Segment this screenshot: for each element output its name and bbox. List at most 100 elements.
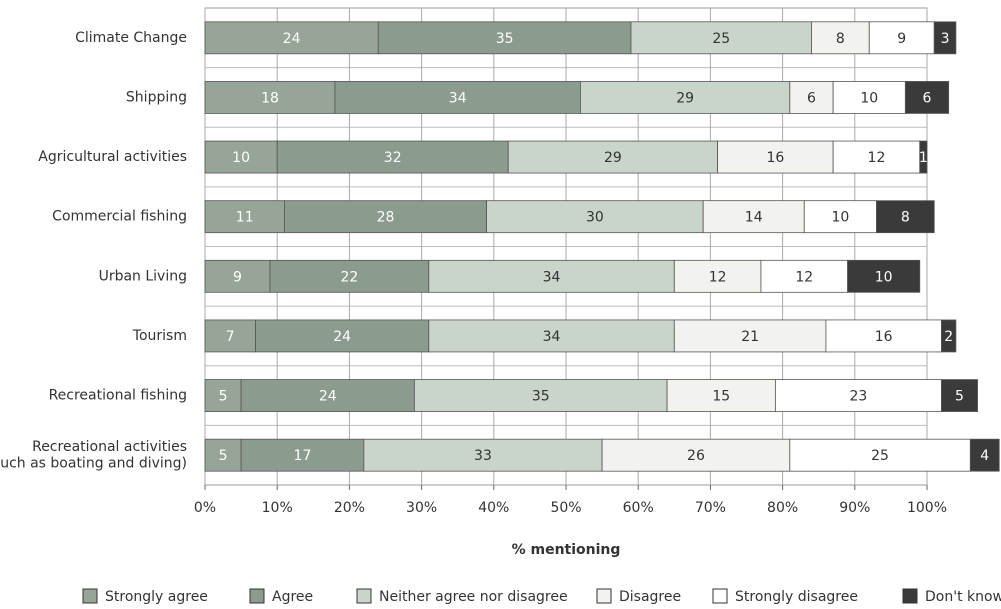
data-label: 16 bbox=[875, 329, 893, 345]
data-label: 34 bbox=[449, 90, 467, 106]
data-label: 29 bbox=[676, 90, 694, 106]
legend-swatch bbox=[712, 588, 728, 604]
bar-segment bbox=[630, 21, 812, 55]
data-label: 12 bbox=[795, 269, 813, 285]
x-tick-label: 50% bbox=[550, 500, 581, 516]
data-label: 7 bbox=[226, 329, 235, 345]
legend-label: Disagree bbox=[619, 589, 681, 605]
bar-segment bbox=[832, 81, 906, 114]
bar-segment bbox=[969, 438, 1000, 472]
bar-segment bbox=[580, 81, 791, 114]
data-label: 17 bbox=[294, 448, 312, 464]
legend-label: Strongly agree bbox=[105, 589, 208, 605]
x-tick-label: 90% bbox=[839, 500, 870, 516]
data-label: 6 bbox=[807, 90, 816, 106]
legend-label: Neither agree nor disagree bbox=[379, 589, 568, 605]
legend-swatch bbox=[249, 588, 265, 604]
legend-label: Don't know bbox=[925, 589, 1001, 605]
x-tick-label: 100% bbox=[907, 500, 947, 516]
data-label: 15 bbox=[712, 389, 730, 405]
bar-segment bbox=[507, 140, 719, 174]
x-tick-label: 0% bbox=[194, 500, 216, 516]
data-label: 24 bbox=[319, 389, 337, 405]
data-label: 22 bbox=[340, 269, 358, 285]
data-label: 21 bbox=[741, 329, 759, 345]
bar-segment bbox=[363, 438, 603, 472]
data-label: 11 bbox=[236, 210, 254, 226]
bar-segment bbox=[847, 259, 921, 293]
category-label: Commercial fishing bbox=[52, 209, 187, 225]
data-label: 8 bbox=[836, 31, 845, 47]
bar-segment bbox=[204, 438, 242, 472]
bar-segment bbox=[334, 81, 581, 114]
x-tick-label: 60% bbox=[623, 500, 654, 516]
bar-segment bbox=[941, 319, 957, 353]
bar-segment bbox=[789, 81, 834, 114]
data-label: 26 bbox=[687, 448, 705, 464]
data-label: 33 bbox=[474, 448, 492, 464]
bar-segment bbox=[204, 21, 379, 55]
bar-segment bbox=[825, 319, 942, 353]
data-label: 5 bbox=[219, 448, 228, 464]
bar-segment bbox=[673, 319, 827, 353]
data-label: 10 bbox=[831, 210, 849, 226]
bar-segment bbox=[941, 379, 978, 412]
legend-label: Strongly disagree bbox=[735, 589, 858, 605]
data-label: 18 bbox=[261, 90, 279, 106]
category-label: Climate Change bbox=[75, 30, 187, 46]
x-tick-label: 10% bbox=[262, 500, 293, 516]
bar-segment bbox=[204, 81, 336, 114]
bar-segment bbox=[789, 438, 971, 472]
data-label: 32 bbox=[384, 150, 402, 166]
x-tick-label: 40% bbox=[478, 500, 509, 516]
bar-segment bbox=[377, 21, 632, 55]
legend-swatch bbox=[596, 588, 612, 604]
x-axis-title: % mentioning bbox=[512, 542, 621, 558]
bar-segment bbox=[284, 200, 487, 234]
data-label: 5 bbox=[219, 389, 228, 405]
data-label: 8 bbox=[901, 210, 910, 226]
data-label: 29 bbox=[604, 150, 622, 166]
bar-segment bbox=[204, 140, 278, 174]
bar-segment bbox=[832, 140, 921, 174]
bar-segment bbox=[673, 259, 762, 293]
data-label: 24 bbox=[283, 31, 301, 47]
bar-segment bbox=[428, 319, 675, 353]
data-label: 25 bbox=[871, 448, 889, 464]
category-label: Recreational activities (such as boating … bbox=[0, 439, 187, 472]
data-label: 30 bbox=[586, 210, 604, 226]
legend-swatch bbox=[902, 588, 918, 604]
category-label: Recreational fishing bbox=[49, 388, 187, 404]
bar-segment bbox=[255, 319, 430, 353]
data-label: 35 bbox=[496, 31, 514, 47]
bar-segment bbox=[904, 81, 950, 114]
bar-segment bbox=[876, 200, 935, 234]
bar-segment bbox=[919, 140, 928, 174]
data-label: 16 bbox=[766, 150, 784, 166]
category-label: Tourism bbox=[132, 328, 187, 344]
legend-swatch bbox=[82, 588, 98, 604]
data-label: 24 bbox=[333, 329, 351, 345]
legend-label: Agree bbox=[272, 589, 313, 605]
category-label: Shipping bbox=[126, 89, 187, 105]
data-label: 14 bbox=[745, 210, 763, 226]
data-label: 1 bbox=[919, 150, 928, 166]
bar-segment bbox=[486, 200, 704, 234]
bar-segment bbox=[933, 21, 957, 55]
legend-swatch bbox=[356, 588, 372, 604]
bar-segment bbox=[803, 200, 877, 234]
data-label: 4 bbox=[980, 448, 989, 464]
bar-segment bbox=[204, 200, 285, 234]
data-label: 10 bbox=[232, 150, 250, 166]
bar-segment bbox=[428, 259, 675, 293]
data-label: 10 bbox=[875, 269, 893, 285]
bar-segment bbox=[760, 259, 848, 293]
data-label: 34 bbox=[543, 329, 561, 345]
bar-segment bbox=[868, 21, 935, 55]
bar-segment bbox=[702, 200, 805, 234]
data-label: 10 bbox=[860, 90, 878, 106]
x-tick-label: 20% bbox=[334, 500, 365, 516]
data-label: 9 bbox=[897, 31, 906, 47]
data-label: 3 bbox=[941, 31, 950, 47]
